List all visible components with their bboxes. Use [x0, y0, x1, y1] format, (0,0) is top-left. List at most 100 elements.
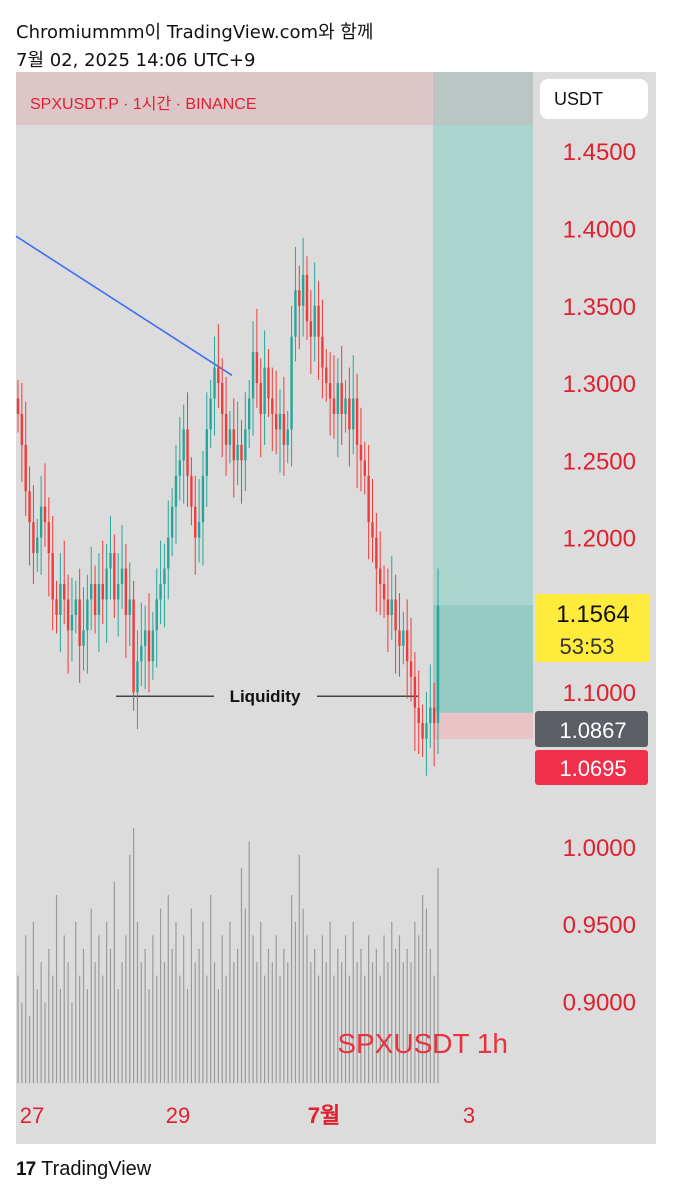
candle-body	[224, 413, 228, 445]
volume-bar	[275, 935, 277, 1083]
candle-body	[217, 367, 220, 384]
candle-body	[55, 599, 58, 615]
candle-body	[363, 460, 366, 476]
candle-body	[128, 599, 131, 615]
volume-bar	[206, 975, 208, 1083]
candle-body	[90, 584, 93, 600]
candle-body	[105, 568, 108, 600]
candle-body	[367, 475, 370, 523]
price-tick-label: 0.9000	[563, 989, 636, 1016]
volume-bar	[310, 962, 312, 1083]
tradingview-logo-icon: 17	[16, 1159, 36, 1180]
candle-body	[170, 506, 174, 538]
candle-body	[282, 413, 286, 445]
candle-body	[178, 460, 182, 476]
volume-bar	[79, 975, 81, 1083]
current-profit-zone	[433, 605, 533, 713]
volume-bar	[36, 989, 38, 1083]
volume-bar	[156, 975, 158, 1083]
volume-bar	[290, 895, 293, 1083]
candle-body	[348, 398, 351, 430]
candle-body	[394, 599, 397, 631]
volume-bar	[52, 975, 54, 1083]
candle-body	[429, 707, 432, 724]
volume-bar	[406, 948, 408, 1083]
volume-bar	[433, 975, 435, 1083]
candle-body	[136, 661, 139, 693]
volume-bar	[437, 868, 439, 1083]
candle-body	[271, 398, 274, 414]
volume-bar	[375, 948, 377, 1083]
volume-bar	[395, 948, 397, 1083]
candle-body	[155, 599, 158, 631]
price-axis[interactable]: 1.45001.40001.35001.30001.25001.20001.15…	[563, 139, 636, 1016]
time-tick-label: 27	[20, 1103, 44, 1128]
symbol-bar	[16, 72, 433, 125]
candle-body	[205, 429, 209, 476]
candle-body	[32, 522, 35, 554]
candle-body	[386, 599, 390, 615]
volume-bar	[67, 962, 69, 1083]
candle-body	[70, 614, 74, 631]
volume-bar	[194, 962, 196, 1083]
volume-bar	[117, 989, 119, 1083]
volume-bar	[71, 1002, 73, 1083]
volume-bar	[28, 1015, 31, 1083]
volume-bar	[98, 935, 100, 1083]
candle-body	[194, 506, 197, 538]
candle-body	[436, 605, 440, 724]
candle-body	[86, 599, 89, 631]
candle-body	[340, 383, 343, 414]
volume-bar	[279, 975, 281, 1083]
price-tick-label: 1.2500	[563, 448, 636, 475]
volume-bar	[240, 868, 243, 1083]
volume-bar	[198, 948, 200, 1083]
price-tick-label: 1.1000	[563, 680, 636, 707]
brand-name: TradingView	[41, 1158, 152, 1180]
stop-price-badge	[535, 750, 648, 785]
last-price-value: 1.1564	[556, 601, 629, 628]
candle-body	[82, 630, 85, 646]
volume-bars-group	[17, 828, 439, 1083]
candle-body	[97, 584, 101, 615]
candle-body	[101, 584, 104, 600]
candle-body	[382, 584, 386, 600]
share-source-text: Chromiummm이 TradingView.com와 함께	[16, 22, 374, 43]
volume-bar	[348, 975, 350, 1083]
volume-bar	[94, 962, 96, 1083]
symbol-info-label[interactable]: SPXUSDT.P · 1시간 · BINANCE	[30, 96, 257, 113]
volume-bar	[414, 921, 416, 1083]
volume-bar	[294, 921, 297, 1083]
candle-body	[405, 630, 409, 662]
volume-bar	[55, 895, 58, 1083]
volume-bar	[109, 948, 112, 1083]
candle-body	[298, 290, 301, 306]
volume-bar	[86, 989, 88, 1083]
candle-body	[182, 429, 185, 461]
volume-bar	[252, 935, 254, 1083]
candle-body	[352, 398, 355, 430]
candle-body	[36, 537, 39, 554]
volume-bar	[325, 962, 327, 1083]
currency-button[interactable]: USDT	[540, 79, 648, 119]
candle-body	[251, 352, 255, 399]
tradingview-logo[interactable]: 17 TradingView	[16, 1158, 151, 1181]
volume-bar	[59, 989, 61, 1083]
candle-body	[66, 599, 70, 631]
trendline[interactable]	[15, 235, 233, 376]
candle-body	[317, 305, 320, 337]
volume-bar	[32, 921, 35, 1083]
volume-bar	[421, 895, 424, 1083]
volume-bar	[102, 975, 104, 1083]
candle-body	[209, 398, 212, 430]
volume-bar	[159, 908, 162, 1083]
volume-bar	[217, 989, 219, 1083]
candle-body	[140, 645, 143, 662]
volume-bar	[429, 948, 431, 1083]
volume-bar	[225, 975, 227, 1083]
candle-body	[259, 383, 262, 414]
volume-bar	[364, 975, 366, 1083]
candle-body	[74, 599, 77, 615]
time-axis[interactable]: 27 29 7월 3	[20, 1103, 475, 1128]
